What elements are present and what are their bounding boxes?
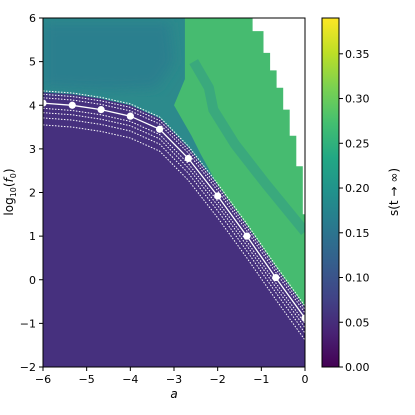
colorbar-tick-label: 0.25	[345, 137, 370, 150]
region-upper-left-core	[43, 22, 174, 90]
x-tick-label: 0	[302, 373, 309, 386]
boundary-point	[272, 273, 280, 282]
colorbar-tick-label: 0.00	[345, 361, 370, 374]
x-tick-label: −1	[253, 373, 269, 386]
boundary-point	[155, 125, 164, 133]
colorbar-tick-label: 0.35	[345, 48, 370, 61]
boundary-offset-line	[43, 107, 305, 324]
x-tick-label: −3	[166, 373, 182, 386]
colorbar-tick-label: 0.05	[345, 316, 370, 329]
colorbar-ticks: 0.00 0.05 0.10 0.15 0.20 0.25 0.30 0.35	[339, 48, 370, 374]
y-tick-label: 1	[29, 230, 36, 243]
x-tick-label: −6	[35, 373, 51, 386]
colorbar-tick-label: 0.30	[345, 93, 370, 106]
boundary-point	[214, 192, 222, 200]
colorbar-label: s(t → ∞)	[387, 168, 401, 216]
boundary-point	[301, 314, 305, 322]
colorbar-tick-label: 0.10	[345, 272, 370, 285]
heatmap-regions	[43, 18, 305, 367]
region-ridge	[189, 59, 305, 235]
boundary-offset-line	[43, 97, 305, 314]
boundary-point	[126, 112, 134, 120]
colorbar-gradient	[321, 17, 340, 368]
colorbar: 0.00 0.05 0.10 0.15 0.20 0.25 0.30 0.35	[321, 17, 370, 374]
x-tick-label: −2	[210, 373, 226, 386]
y-tick-label: 2	[29, 187, 36, 200]
x-axis: −6 −5 −4 −3 −2 −1 0	[35, 367, 309, 386]
x-tick-label: −4	[122, 373, 138, 386]
boundary-offset-line	[43, 90, 305, 307]
boundary-offset-line	[43, 112, 305, 328]
y-tick-label: −1	[20, 317, 36, 330]
boundary-offset-line	[43, 124, 305, 341]
y-tick-label: 5	[29, 56, 36, 69]
region-undefined	[252, 18, 305, 215]
y-tick-label: 0	[29, 274, 36, 287]
boundary-point	[43, 99, 47, 107]
heatmap-plot: −6 −5 −4 −3 −2 −1 0 −2 −1 0 1 2 3 4 5 6	[20, 12, 309, 386]
boundary-offset-line	[43, 93, 305, 310]
colorbar-tick-label: 0.15	[345, 227, 370, 240]
boundary-point	[243, 232, 251, 240]
boundary-point	[97, 106, 105, 114]
y-axis: −2 −1 0 1 2 3 4 5 6	[20, 12, 43, 374]
boundary-center-line	[43, 102, 305, 319]
boundary-point	[184, 154, 193, 163]
boundary-offset-line	[43, 117, 305, 334]
colorbar-tick-label: 0.20	[345, 182, 370, 195]
y-tick-label: 4	[29, 99, 36, 112]
boundary-lines	[43, 90, 305, 341]
x-tick-label: −5	[79, 373, 95, 386]
y-axis-label: log10(f0)	[2, 168, 18, 215]
boundary-points	[43, 99, 305, 322]
y-tick-label: 3	[29, 143, 36, 156]
y-tick-label: 6	[29, 12, 36, 25]
boundary-point	[68, 101, 76, 109]
x-axis-label: a	[170, 387, 177, 401]
y-tick-label: −2	[20, 361, 36, 374]
